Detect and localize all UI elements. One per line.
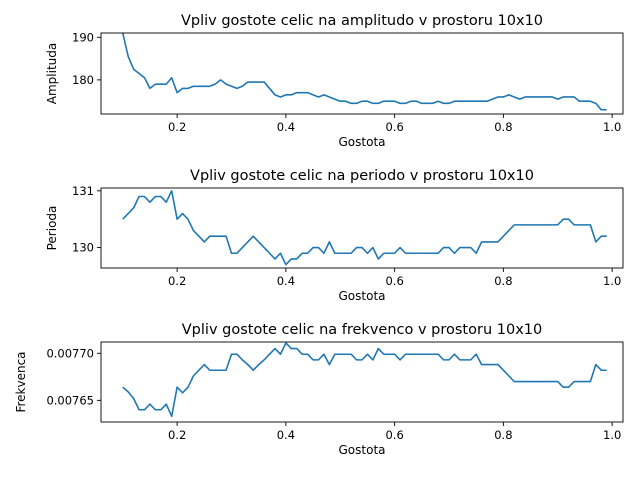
chart-title: Vpliv gostote celic na periodo v prostor… [190, 168, 534, 184]
x-tick-label: 0.4 [277, 428, 295, 442]
y-tick-label: 131 [72, 184, 94, 198]
y-tick-label: 180 [72, 73, 94, 87]
x-tick-label: 0.2 [168, 428, 186, 442]
chart-panel-1: 0.2 0.4 0.6 0.8 1.0 180 190 Vpliv gostote celic… [45, 13, 624, 149]
x-axis-label: Gostota [339, 289, 386, 303]
x-tick-label: 0.6 [385, 120, 403, 134]
x-tick-label: 0.2 [168, 274, 186, 288]
x-tick-label: 1.0 [603, 274, 621, 288]
chart-title: Vpliv gostote celic na amplitudo v prost… [181, 13, 543, 29]
x-tick-label: 0.8 [494, 120, 512, 134]
axes-frame [100, 32, 624, 115]
x-tick-label: 0.4 [277, 120, 295, 134]
y-tick-label: 0.00770 [46, 346, 94, 360]
x-axis-label: Gostota [339, 443, 386, 457]
x-tick-label: 0.8 [494, 274, 512, 288]
x-tick-label: 0.8 [494, 428, 512, 442]
axes-frame [100, 341, 624, 423]
series-line [121, 32, 607, 111]
y-axis-label: Amplituda [45, 43, 59, 104]
x-tick-label: 0.6 [385, 274, 403, 288]
x-axis-label: Gostota [339, 135, 386, 149]
y-axis-label: Frekvenca [14, 351, 28, 412]
panels: 0.2 0.4 0.6 0.8 1.0 180 190 Vpliv gostote celic… [14, 13, 624, 457]
y-tick-label: 0.00765 [46, 393, 94, 407]
chart-panel-3: 0.2 0.4 0.6 0.8 1.0 0.00765 0.00770 Vpliv gosto… [14, 322, 624, 457]
x-tick-label: 1.0 [603, 428, 621, 442]
chart-title: Vpliv gostote celic na frekvenco v prost… [182, 322, 542, 338]
axes-frame [100, 187, 624, 269]
y-axis-label: Perioda [45, 206, 59, 251]
x-tick-label: 1.0 [603, 120, 621, 134]
series-line [122, 342, 607, 418]
x-tick-label: 0.6 [385, 428, 403, 442]
x-tick-label: 0.4 [277, 274, 295, 288]
series-line [122, 190, 607, 266]
y-tick-label: 190 [72, 30, 94, 44]
y-tick-label: 130 [72, 241, 94, 255]
chart-panel-2: 0.2 0.4 0.6 0.8 1.0 130 131 Vpliv gostote celic… [45, 168, 624, 303]
x-tick-label: 0.2 [168, 120, 186, 134]
